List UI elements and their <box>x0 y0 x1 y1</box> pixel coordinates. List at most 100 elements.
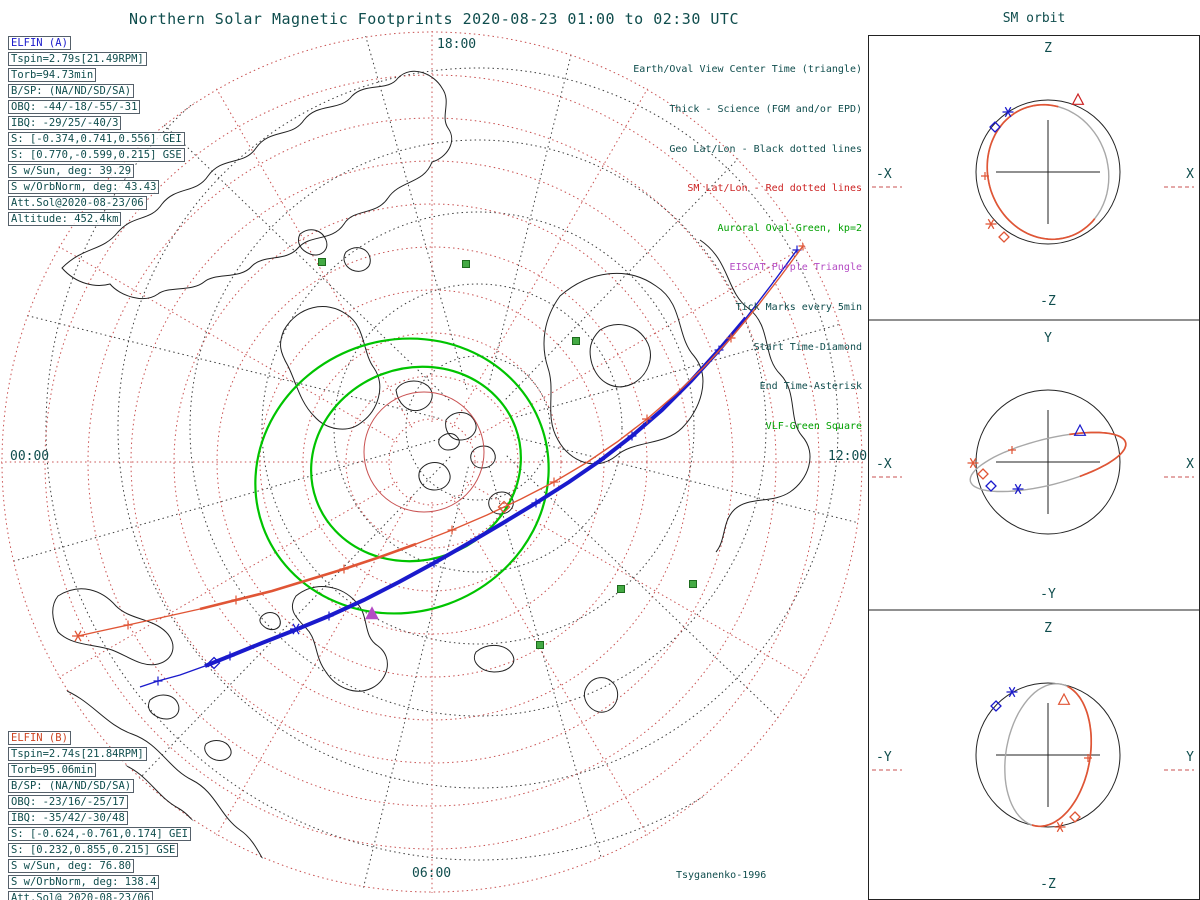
vlf-square <box>689 580 697 588</box>
grid-circle <box>44 74 820 850</box>
tick-mark <box>231 595 241 605</box>
coastline <box>418 462 451 491</box>
legend-line: EISCAT-Purple Triangle <box>729 262 862 274</box>
coastline <box>297 229 328 256</box>
elfin-b-line: B/SP: (NA/ND/SD/SA) <box>8 779 135 793</box>
mlt-label-0000: 00:00 <box>10 449 50 464</box>
vlf-square <box>536 641 544 649</box>
tick-mark <box>726 333 736 343</box>
legend-line: Tick Marks every 5min <box>735 302 862 314</box>
grid-radial <box>1 283 440 419</box>
elfin-b-line: S w/OrbNorm, deg: 138.4 <box>8 875 160 889</box>
legend-line: End Time-Asterisk <box>759 381 862 393</box>
coastline <box>147 694 180 720</box>
elfin-b-line: Tspin=2.74s[21.84RPM] <box>8 747 147 761</box>
axis-cross <box>996 120 1100 224</box>
end-asterisk-marker <box>1054 821 1066 833</box>
vlf-square <box>572 337 580 345</box>
elfin-a-line: IBQ: -29/25/-40/3 <box>8 116 122 130</box>
elfin-a-title: ELFIN (A) <box>8 36 71 50</box>
tracks-group <box>72 241 808 688</box>
grid-circle <box>87 117 777 807</box>
legend-line: Start Time-Diamond <box>753 341 862 353</box>
orbit-path-red <box>1069 431 1127 478</box>
stations-group <box>318 258 697 649</box>
coastline <box>438 433 460 451</box>
elfin-b-line: S: [0.232,0.855,0.215] GSE <box>8 843 179 857</box>
axis-label: Y <box>1044 331 1052 346</box>
tick-mark <box>549 477 559 487</box>
map-legend: Earth/Oval View Center Time (triangle) T… <box>460 37 862 460</box>
coastline <box>280 306 381 430</box>
end-asterisk-marker <box>1002 106 1014 118</box>
coastline <box>343 247 371 272</box>
orbit-sphere <box>975 682 1121 828</box>
science-segment <box>204 316 748 668</box>
auroral-oval <box>254 337 550 615</box>
legend-line: Auroral Oval-Green, kp=2 <box>717 222 863 234</box>
elfin-b-line: IBQ: -35/42/-30/48 <box>8 811 128 825</box>
orbit-sphere <box>975 389 1121 535</box>
elfin-a-line: Torb=94.73min <box>8 68 97 82</box>
elfin-b-info: ELFIN (B) Tspin=2.74s[21.84RPM] Torb=95.… <box>8 731 192 900</box>
elfin-a-line: B/SP: (NA/ND/SD/SA) <box>8 84 135 98</box>
coastline <box>204 740 232 761</box>
grid-circle <box>345 375 519 549</box>
elfin-b-line: S w/Sun, deg: 76.80 <box>8 859 135 873</box>
tick-mark <box>1084 754 1092 762</box>
tick-mark <box>642 414 652 424</box>
coastline <box>589 324 651 388</box>
sm-orbit-title: SM orbit <box>1002 11 1066 26</box>
start-diamond-marker <box>989 121 1001 133</box>
orbit-path-red <box>986 103 1096 241</box>
grid-circle <box>189 139 767 717</box>
orbit-path-red <box>1031 685 1093 828</box>
grid-radial <box>1 438 440 593</box>
panels-group: Z -Z -X X Y -Y -X X Z -Z -Y Y <box>872 41 1194 892</box>
credits: Tsyganenko-1996 Created: Tue Jan 24 09:5… <box>676 848 881 900</box>
start-diamond-marker <box>977 468 989 480</box>
start-diamond-marker <box>1069 811 1081 823</box>
tick-mark <box>531 498 541 508</box>
coastline <box>291 586 388 692</box>
grid-circle <box>117 67 839 789</box>
elfin-a-line: OBQ: -44/-18/-55/-31 <box>8 100 141 114</box>
legend-line: Thick - Science (FGM and/or EPD) <box>669 104 862 116</box>
axis-label: Z <box>1044 41 1052 56</box>
axis-label: -Z <box>1040 294 1056 309</box>
orbit-sphere <box>975 99 1121 245</box>
tick-mark <box>447 525 457 535</box>
grid-circle <box>388 418 476 506</box>
axis-label: -Y <box>1040 587 1056 602</box>
model-label: Tsyganenko-1996 <box>676 870 767 881</box>
grid-radial <box>1 201 398 443</box>
polar-circle <box>363 391 485 513</box>
grid-circle <box>261 211 695 645</box>
coastline <box>584 677 619 713</box>
elfin-b-line: OBQ: -23/16/-25/17 <box>8 795 128 809</box>
triangle-marker <box>1057 692 1071 705</box>
axis-label: -Z <box>1040 877 1056 892</box>
page-title: Northern Solar Magnetic Footprints 2020-… <box>129 10 739 28</box>
footprint-track <box>77 245 804 637</box>
tick-mark <box>225 651 235 661</box>
panel-frames <box>868 35 1200 900</box>
elfin-b-line: Torb=95.06min <box>8 763 97 777</box>
vlf-square <box>462 260 470 268</box>
elfin-a-line: Tspin=2.79s[21.49RPM] <box>8 52 147 66</box>
tick-mark <box>429 558 439 568</box>
triangle-marker <box>1073 423 1087 436</box>
coastline <box>488 491 514 515</box>
legend-line: Geo Lat/Lon - Black dotted lines <box>669 143 862 155</box>
grid-circle <box>1 31 863 893</box>
coastline <box>259 612 281 631</box>
mlt-label-0600: 06:00 <box>412 866 452 881</box>
start-diamond-marker <box>998 231 1010 243</box>
sm-orbit-panel-frame <box>868 319 1200 611</box>
elfin-a-line: Altitude: 452.4km <box>8 212 122 226</box>
triangle-marker <box>365 606 379 620</box>
start-diamond-marker <box>985 480 997 492</box>
tick-mark <box>627 431 637 441</box>
grid-circle <box>130 160 734 764</box>
